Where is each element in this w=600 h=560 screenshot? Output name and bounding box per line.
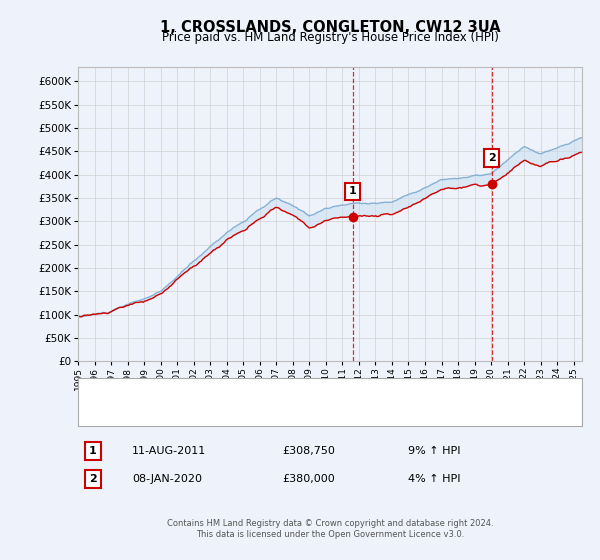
Text: 11-AUG-2011: 11-AUG-2011 xyxy=(132,446,206,456)
Text: 9% ↑ HPI: 9% ↑ HPI xyxy=(408,446,461,456)
Text: 1: 1 xyxy=(349,186,356,197)
Text: 1, CROSSLANDS, CONGLETON, CW12 3UA (detached house): 1, CROSSLANDS, CONGLETON, CW12 3UA (deta… xyxy=(123,386,437,396)
Text: 1, CROSSLANDS, CONGLETON, CW12 3UA: 1, CROSSLANDS, CONGLETON, CW12 3UA xyxy=(160,20,500,35)
Text: 4% ↑ HPI: 4% ↑ HPI xyxy=(408,474,461,484)
Text: Contains HM Land Registry data © Crown copyright and database right 2024.
This d: Contains HM Land Registry data © Crown c… xyxy=(167,520,493,539)
Text: 2: 2 xyxy=(89,474,97,484)
Text: 1: 1 xyxy=(89,446,97,456)
Text: Price paid vs. HM Land Registry's House Price Index (HPI): Price paid vs. HM Land Registry's House … xyxy=(161,31,499,44)
Text: HPI: Average price, detached house, Cheshire East: HPI: Average price, detached house, Ches… xyxy=(123,407,388,417)
Text: 2: 2 xyxy=(488,153,496,163)
Text: 08-JAN-2020: 08-JAN-2020 xyxy=(132,474,202,484)
Text: £308,750: £308,750 xyxy=(282,446,335,456)
Text: £380,000: £380,000 xyxy=(282,474,335,484)
